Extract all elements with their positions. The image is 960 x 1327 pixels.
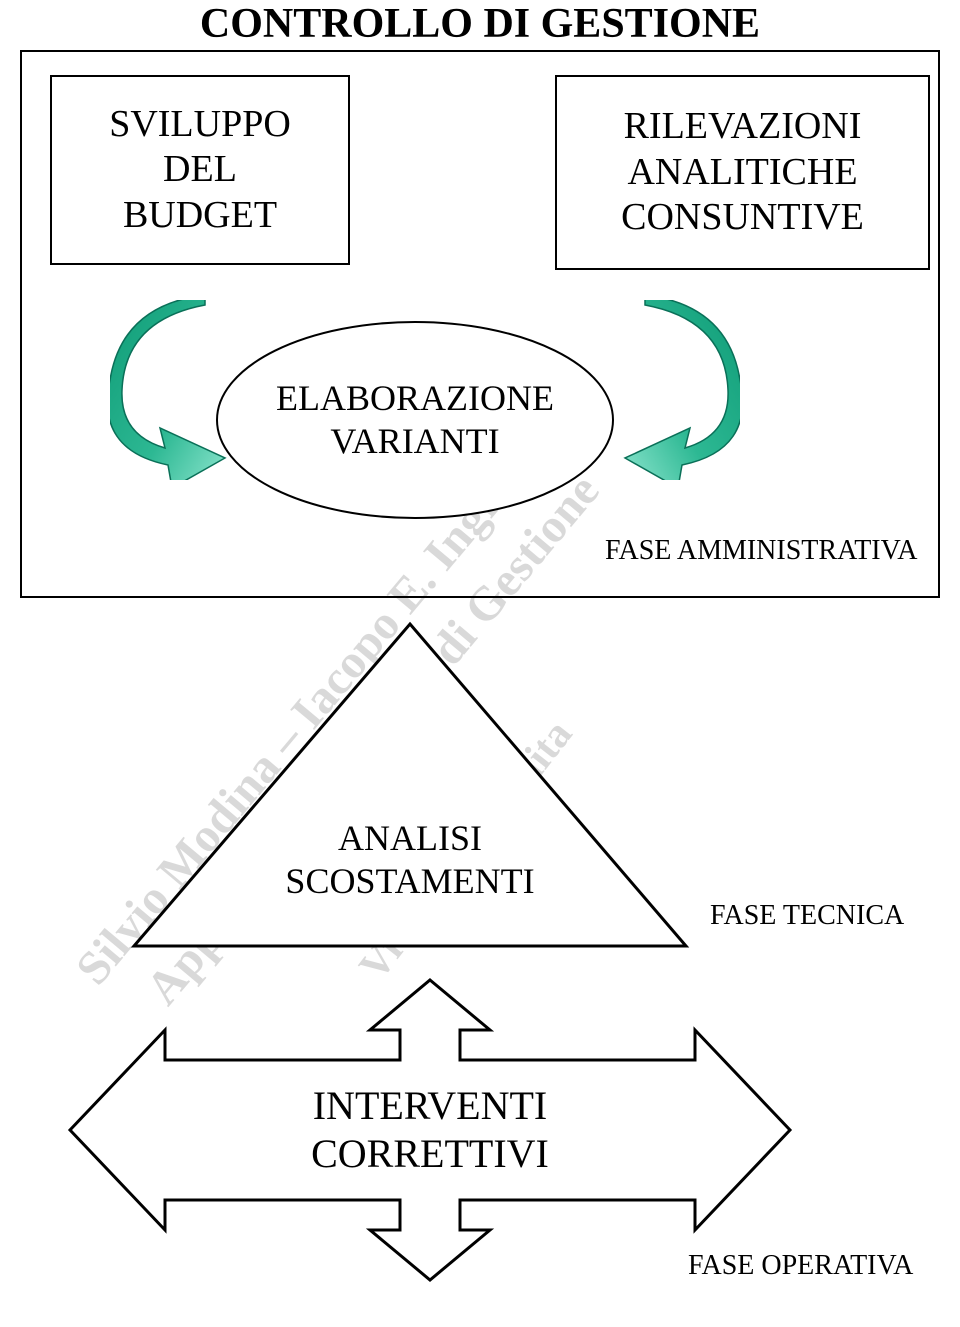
node-rilevazioni: RILEVAZIONI ANALITICHE CONSUNTIVE (555, 75, 930, 270)
node-elaborazione-label: ELABORAZIONE VARIANTI (215, 320, 615, 520)
arrow-right (600, 300, 740, 480)
node-analisi-label: ANALISI SCOSTAMENTI (130, 620, 690, 950)
node-interventi-correttivi: INTERVENTI CORRETTIVI (65, 975, 795, 1285)
phase-label-tecnica: FASE TECNICA (710, 900, 904, 932)
node-interventi-label: INTERVENTI CORRETTIVI (65, 975, 795, 1285)
phase-label-amministrativa: FASE AMMINISTRATIVA (605, 535, 917, 567)
diagram-title: CONTROLLO DI GESTIONE (0, 0, 960, 48)
phase-label-operativa: FASE OPERATIVA (688, 1250, 913, 1282)
node-elaborazione-varianti: ELABORAZIONE VARIANTI (215, 320, 615, 520)
diagram-canvas: Silvio Modina – Iacopo E. Inghirami Appu… (0, 0, 960, 1327)
node-analisi-scostamenti: ANALISI SCOSTAMENTI (130, 620, 690, 950)
node-sviluppo-budget: SVILUPPO DEL BUDGET (50, 75, 350, 265)
